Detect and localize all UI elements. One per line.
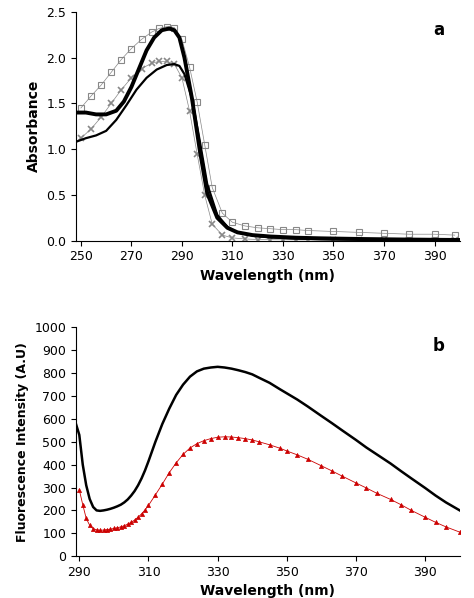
X-axis label: Wavelength (nm): Wavelength (nm) bbox=[201, 269, 335, 283]
Text: a: a bbox=[433, 21, 444, 39]
X-axis label: Wavelength (nm): Wavelength (nm) bbox=[201, 584, 335, 598]
Y-axis label: Fluorescence Intensity (A.U): Fluorescence Intensity (A.U) bbox=[16, 342, 29, 542]
Y-axis label: Absorbance: Absorbance bbox=[27, 80, 41, 172]
Text: b: b bbox=[433, 337, 445, 355]
